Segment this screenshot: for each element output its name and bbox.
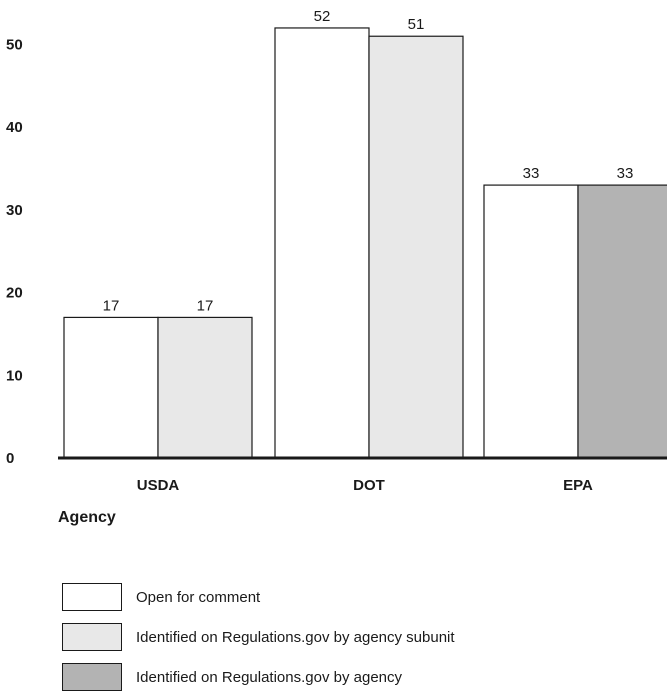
x-category-label-epa: EPA <box>563 477 593 494</box>
x-category-label-dot: DOT <box>353 477 385 494</box>
data-label-epa-1: 33 <box>617 165 634 182</box>
data-label-usda-0: 17 <box>103 297 120 314</box>
data-label-dot-1: 51 <box>408 16 425 33</box>
y-axis-ticks: 0 10 20 30 40 50 <box>6 37 23 468</box>
legend-label: Open for comment <box>136 589 261 606</box>
x-category-label-usda: USDA <box>137 477 180 494</box>
bar-dot-identified-on-regulations-gov-by-agency-subunit <box>368 35 464 459</box>
y-tick-label-0: 0 <box>6 450 14 467</box>
x-axis-title: Agency <box>58 509 116 526</box>
bar-chart: 0 10 20 30 40 50 17 17 52 51 33 33 USDA DOT EPA <box>6 8 667 494</box>
legend-swatch-agency-subunit <box>62 623 122 651</box>
data-labels: 17 17 52 51 33 33 <box>103 8 634 314</box>
y-tick-label-50: 50 <box>6 37 23 54</box>
bar-usda-open-for-comment <box>63 316 159 459</box>
y-tick-label-30: 30 <box>6 202 23 219</box>
y-tick-label-10: 10 <box>6 367 23 384</box>
legend-label: Identified on Regulations.gov by agency … <box>136 629 455 646</box>
data-label-usda-1: 17 <box>197 297 214 314</box>
x-axis-category-labels: USDA DOT EPA <box>137 477 593 494</box>
bar-dot-open-for-comment <box>274 27 370 459</box>
y-tick-label-40: 40 <box>6 119 23 136</box>
bar-epa-identified-on-regulations-gov-by-agency <box>577 184 667 459</box>
data-label-epa-0: 33 <box>523 165 540 182</box>
data-label-dot-0: 52 <box>314 8 331 25</box>
legend-swatch-agency <box>62 663 122 691</box>
y-tick-label-20: 20 <box>6 285 23 302</box>
legend-label: Identified on Regulations.gov by agency <box>136 669 403 686</box>
bar-epa-open-for-comment <box>483 184 579 459</box>
bar-usda-identified-on-regulations-gov-by-agency-subunit <box>157 316 253 459</box>
bars <box>63 27 667 459</box>
legend-swatch-open-for-comment <box>62 583 122 611</box>
